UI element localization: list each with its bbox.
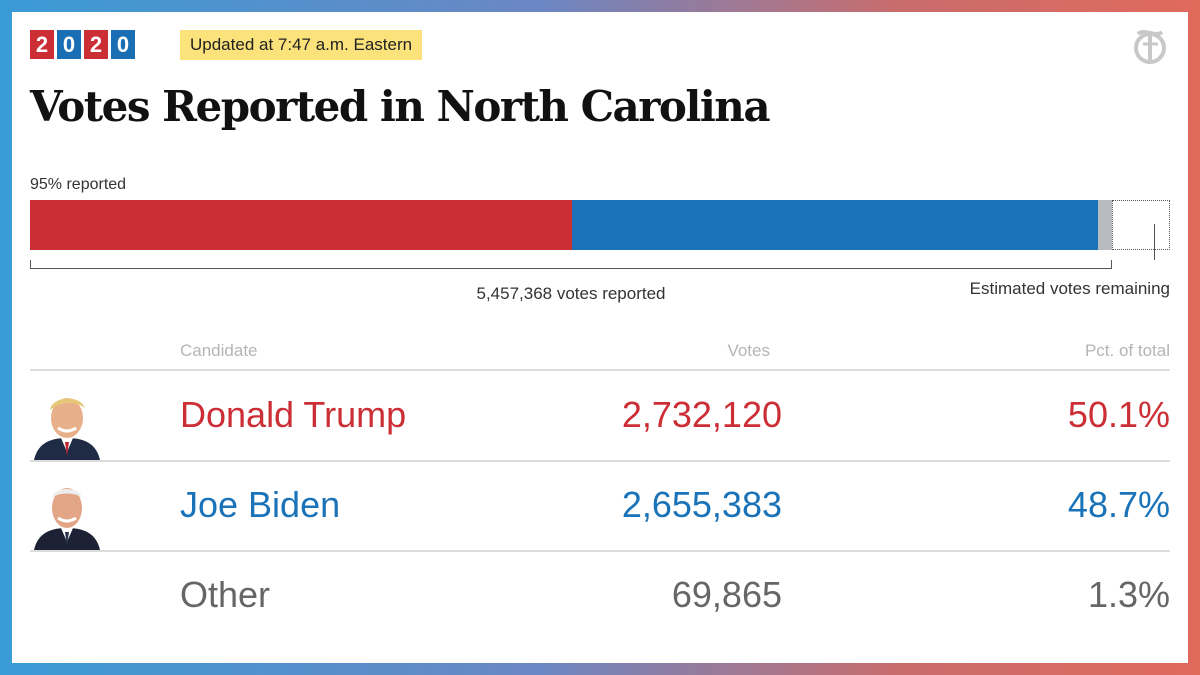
votes-reported-label: 5,457,368 votes reported — [476, 284, 666, 303]
candidate-name: Joe Biden — [180, 484, 341, 525]
year-badge: 2 0 2 0 — [30, 30, 138, 59]
table-row: Donald Trump 2,732,120 50.1% — [30, 372, 1170, 460]
bar-segment-trump — [30, 200, 572, 250]
row-divider — [30, 550, 1170, 552]
header-pct: Pct. of total — [1084, 341, 1170, 360]
candidate-votes: 2,655,383 — [621, 484, 782, 525]
candidate-votes: 2,732,120 — [621, 394, 782, 435]
year-digit: 2 — [84, 30, 108, 59]
page-title: Votes Reported in North Carolina — [30, 82, 771, 131]
bar-segment-biden — [571, 200, 1099, 250]
year-digit: 0 — [57, 30, 81, 59]
bar-segment-other — [1098, 200, 1112, 250]
updated-timestamp: Updated at 7:47 a.m. Eastern — [180, 30, 423, 60]
row-divider — [30, 460, 1170, 462]
candidate-photo-biden — [30, 476, 104, 550]
year-digit: 2 — [30, 30, 54, 59]
bar-segment-remaining — [1112, 200, 1170, 250]
reported-percent-label: 95% reported — [30, 176, 127, 193]
candidate-votes: 69,865 — [671, 574, 782, 615]
candidate-pct: 1.3% — [1087, 574, 1170, 615]
table-row: Other 69,865 1.3% — [30, 552, 1170, 640]
row-divider — [30, 369, 1170, 371]
table-row: Joe Biden 2,655,383 48.7% — [30, 462, 1170, 550]
nyt-logo-icon — [1132, 26, 1168, 66]
votes-remaining-label: Estimated votes remaining — [969, 279, 1170, 298]
results-card: 2 0 2 0 Updated at 7:47 a.m. Eastern Vot… — [12, 12, 1188, 663]
remaining-marker — [1154, 224, 1155, 260]
candidate-photo-trump — [30, 386, 104, 460]
candidate-name: Other — [180, 574, 271, 615]
candidate-pct: 48.7% — [1067, 484, 1170, 525]
header-votes: Votes — [727, 341, 770, 360]
reported-bracket — [30, 260, 1112, 269]
candidate-name: Donald Trump — [180, 394, 407, 435]
candidate-pct: 50.1% — [1067, 394, 1170, 435]
year-digit: 0 — [111, 30, 135, 59]
header-candidate: Candidate — [180, 341, 258, 360]
